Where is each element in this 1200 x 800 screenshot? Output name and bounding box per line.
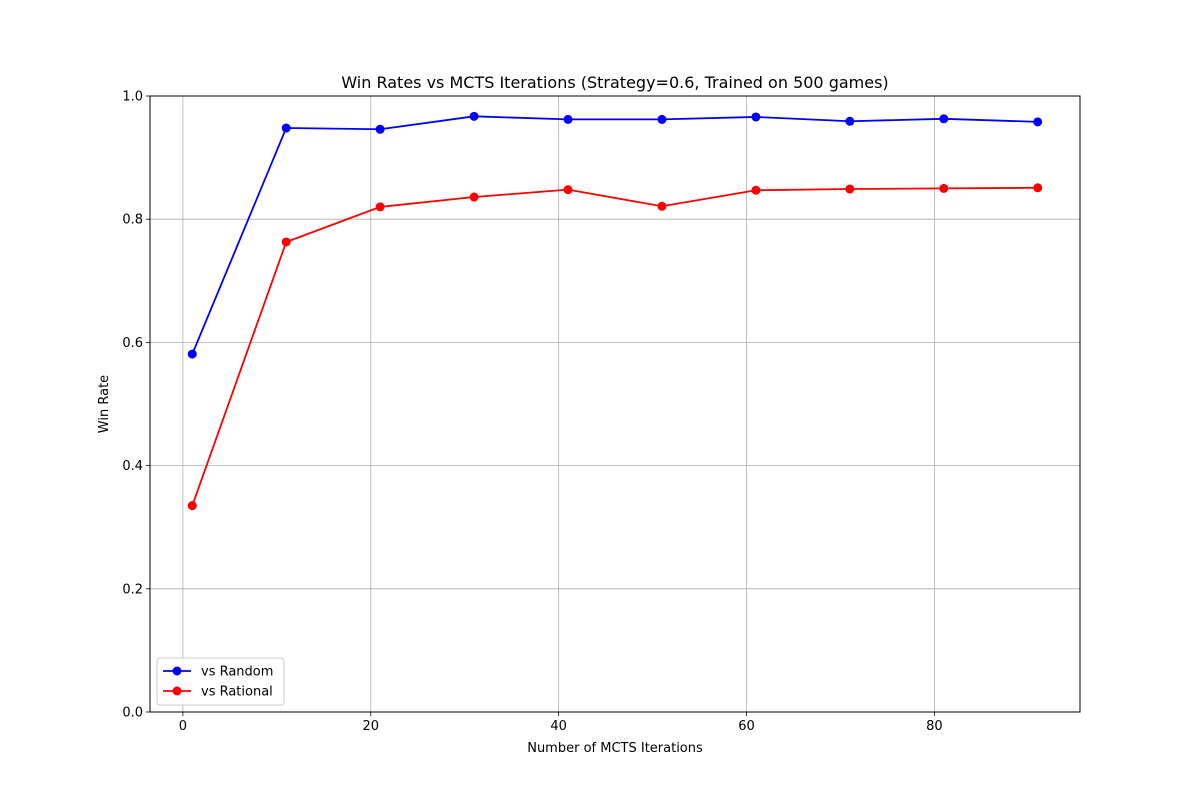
axis-ticks: 0 20 40 60 80 0.0 0.2 0.4 0.6 0.8 1.0 [122,90,942,735]
data-point [657,201,667,211]
y-axis-label: Win Rate [97,375,112,433]
x-tick-label: 0 [179,719,187,734]
x-tick-label: 60 [738,719,755,734]
data-point [469,192,479,202]
series-line-1 [191,186,1038,506]
data-point [469,111,479,121]
data-point [375,124,385,134]
data-point [751,185,761,195]
data-point [187,349,197,359]
data-point [657,114,667,124]
legend-label: vs Random [201,665,273,680]
y-tick-label: 1.0 [122,90,143,105]
data-point [563,185,573,195]
y-tick-label: 0.4 [122,459,143,474]
data-point [845,116,855,126]
legend-marker [172,666,182,676]
series-line-0 [191,115,1038,355]
data-point [281,237,291,247]
data-point [375,202,385,212]
legend: vs Random vs Rational [156,657,285,706]
legend-label: vs Rational [201,685,273,700]
x-tick-label: 80 [926,719,943,734]
series-layer [187,111,1043,511]
y-tick-label: 0.2 [122,582,143,597]
data-point [187,501,197,511]
data-point [1033,117,1043,127]
legend-marker [172,686,182,696]
y-tick-label: 0.0 [122,706,143,721]
y-tick-label: 0.8 [122,213,143,228]
plot-frame [149,95,1081,713]
data-point [939,114,949,124]
data-point [563,114,573,124]
legend-box [156,657,285,706]
data-point [845,184,855,194]
data-point [1033,183,1043,193]
data-point [281,123,291,133]
x-tick-label: 20 [362,719,379,734]
x-tick-label: 40 [550,719,567,734]
x-axis-label: Number of MCTS Iterations [527,741,703,756]
y-tick-label: 0.6 [122,336,143,351]
chart-title: Win Rates vs MCTS Iterations (Strategy=0… [341,73,888,92]
data-point [751,112,761,122]
data-point [939,183,949,193]
